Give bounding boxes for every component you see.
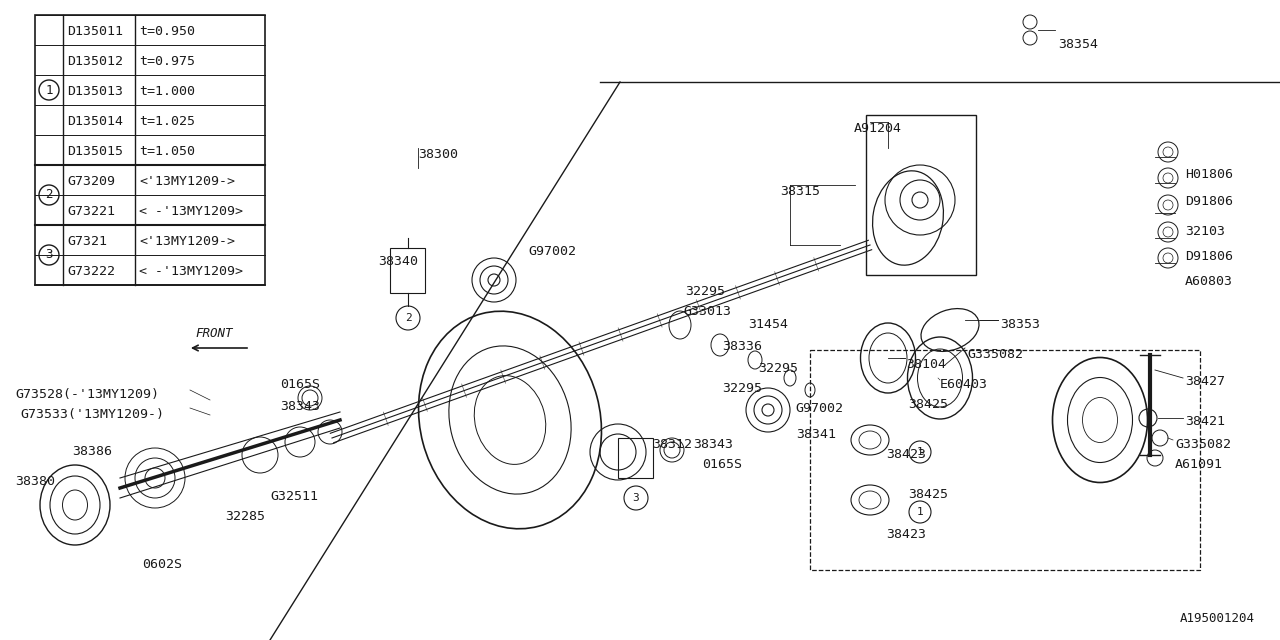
- Text: G73221: G73221: [67, 205, 115, 218]
- Text: G33013: G33013: [684, 305, 731, 318]
- Text: 31454: 31454: [748, 318, 788, 331]
- Text: G73222: G73222: [67, 265, 115, 278]
- Text: 38423: 38423: [886, 448, 925, 461]
- Text: 32285: 32285: [225, 510, 265, 523]
- Text: G335082: G335082: [1175, 438, 1231, 451]
- Text: G7321: G7321: [67, 235, 108, 248]
- Text: 38300: 38300: [419, 148, 458, 161]
- Text: 0165S: 0165S: [701, 458, 742, 471]
- Text: < -'13MY1209>: < -'13MY1209>: [140, 265, 243, 278]
- Text: H01806: H01806: [1185, 168, 1233, 181]
- Text: 38336: 38336: [722, 340, 762, 353]
- Text: 38386: 38386: [72, 445, 113, 458]
- Text: D135014: D135014: [67, 115, 123, 128]
- Text: 38425: 38425: [908, 398, 948, 411]
- Text: t=0.950: t=0.950: [140, 25, 195, 38]
- Text: D135013: D135013: [67, 85, 123, 98]
- Text: 0165S: 0165S: [280, 378, 320, 391]
- Text: 38340: 38340: [378, 255, 419, 268]
- Text: A60803: A60803: [1185, 275, 1233, 288]
- Bar: [35, 15, 265, 285]
- Text: t=1.000: t=1.000: [140, 85, 195, 98]
- Text: 1: 1: [916, 447, 923, 457]
- Text: 1: 1: [45, 83, 52, 97]
- Text: D91806: D91806: [1185, 250, 1233, 263]
- Text: D91806: D91806: [1185, 195, 1233, 208]
- Text: G97002: G97002: [529, 245, 576, 258]
- Text: 38343: 38343: [692, 438, 733, 451]
- Text: G32511: G32511: [270, 490, 317, 503]
- Text: A91204: A91204: [854, 122, 902, 135]
- Bar: [810, 350, 1201, 570]
- Text: G335082: G335082: [966, 348, 1023, 361]
- Text: 38423: 38423: [886, 528, 925, 541]
- Text: 32103: 32103: [1185, 225, 1225, 238]
- Text: G97002: G97002: [795, 402, 844, 415]
- Text: 38341: 38341: [796, 428, 836, 441]
- Text: 0602S: 0602S: [142, 558, 182, 571]
- Text: 32295: 32295: [758, 362, 797, 375]
- Text: 38312: 38312: [652, 438, 692, 451]
- Text: G73528(-'13MY1209): G73528(-'13MY1209): [15, 388, 159, 401]
- Text: G73209: G73209: [67, 175, 115, 188]
- Text: <'13MY1209->: <'13MY1209->: [140, 235, 236, 248]
- Text: 38315: 38315: [780, 185, 820, 198]
- Text: A61091: A61091: [1175, 458, 1222, 471]
- Text: 38421: 38421: [1185, 415, 1225, 428]
- Text: 32295: 32295: [685, 285, 724, 298]
- Text: D135015: D135015: [67, 145, 123, 158]
- Text: A195001204: A195001204: [1180, 612, 1254, 625]
- Text: < -'13MY1209>: < -'13MY1209>: [140, 205, 243, 218]
- Text: 38104: 38104: [906, 358, 946, 371]
- Text: 2: 2: [404, 313, 411, 323]
- Text: E60403: E60403: [940, 378, 988, 391]
- Text: 38425: 38425: [908, 488, 948, 501]
- Text: 38343: 38343: [280, 400, 320, 413]
- Text: 32295: 32295: [722, 382, 762, 395]
- Text: 3: 3: [632, 493, 640, 503]
- Bar: [390, 248, 425, 293]
- Text: D135011: D135011: [67, 25, 123, 38]
- Text: 38380: 38380: [15, 475, 55, 488]
- Text: 38353: 38353: [1000, 318, 1039, 331]
- Text: t=1.050: t=1.050: [140, 145, 195, 158]
- Text: 38354: 38354: [1059, 38, 1098, 51]
- Text: FRONT: FRONT: [195, 327, 233, 340]
- Text: t=0.975: t=0.975: [140, 55, 195, 68]
- Bar: [867, 115, 977, 275]
- Text: D135012: D135012: [67, 55, 123, 68]
- Bar: [618, 438, 653, 478]
- Text: 2: 2: [45, 189, 52, 202]
- Text: <'13MY1209->: <'13MY1209->: [140, 175, 236, 188]
- Text: 1: 1: [916, 507, 923, 517]
- Text: t=1.025: t=1.025: [140, 115, 195, 128]
- Text: G73533('13MY1209-): G73533('13MY1209-): [20, 408, 164, 421]
- Text: 3: 3: [45, 248, 52, 262]
- Text: 38427: 38427: [1185, 375, 1225, 388]
